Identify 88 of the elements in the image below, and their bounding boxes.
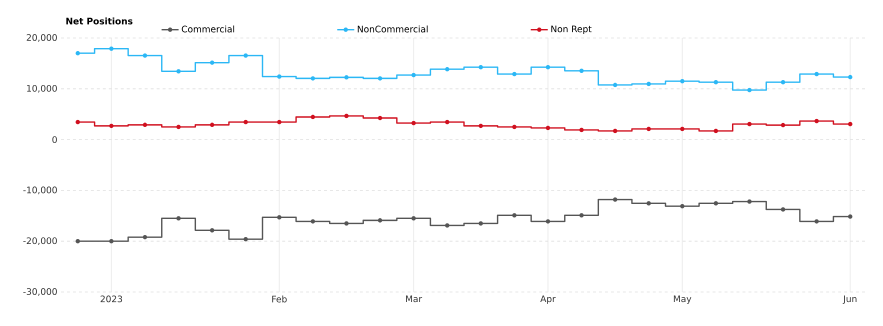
x-tick-label: Feb	[272, 296, 287, 302]
point	[646, 82, 651, 86]
point	[646, 126, 651, 132]
legend-title: Net Positions	[66, 18, 132, 24]
point	[848, 122, 852, 126]
point	[546, 219, 550, 224]
point	[76, 51, 80, 56]
point	[714, 201, 718, 206]
point	[445, 67, 450, 72]
point	[277, 120, 282, 124]
point	[378, 116, 382, 120]
point	[109, 46, 114, 51]
point	[848, 214, 852, 219]
point	[142, 122, 148, 128]
y-tick-label: 20,000	[26, 34, 57, 42]
point	[747, 88, 752, 92]
point	[244, 236, 248, 242]
point	[76, 120, 80, 124]
point	[176, 69, 181, 74]
point	[344, 75, 349, 80]
point	[512, 124, 517, 130]
point	[411, 120, 416, 126]
x-tick-label: 2023	[100, 296, 122, 302]
point	[378, 218, 382, 223]
point	[411, 72, 416, 78]
x-tick-label: Mar	[406, 296, 422, 302]
point	[680, 126, 684, 132]
point	[142, 53, 148, 58]
point	[176, 216, 181, 221]
point	[512, 72, 517, 76]
y-tick-label: -30,000	[23, 288, 57, 296]
point	[646, 201, 651, 206]
point	[277, 215, 282, 220]
point	[814, 118, 819, 124]
point	[579, 213, 584, 218]
point	[612, 82, 618, 88]
x-tick-label: Jun	[842, 296, 856, 304]
point	[445, 120, 450, 124]
point	[747, 122, 752, 126]
point	[714, 80, 718, 84]
point	[579, 68, 584, 73]
point	[210, 228, 214, 232]
x-tick-label: Apr	[540, 296, 556, 304]
point	[848, 74, 852, 80]
point	[244, 53, 248, 58]
y-tick-label: 0	[52, 136, 57, 143]
point	[244, 120, 248, 124]
x-tick-label: May	[674, 296, 692, 304]
y-tick-label: -10,000	[23, 186, 57, 194]
point	[109, 124, 114, 128]
point	[210, 60, 214, 65]
point	[411, 216, 416, 221]
point	[277, 74, 282, 79]
point	[210, 122, 214, 128]
legend-label: Non Rept	[551, 26, 592, 34]
point	[478, 124, 483, 128]
point	[176, 124, 181, 130]
point	[780, 80, 786, 84]
point	[747, 199, 752, 204]
point	[142, 234, 148, 240]
point	[512, 213, 517, 218]
point	[579, 128, 584, 132]
point	[714, 128, 718, 134]
point	[344, 221, 349, 226]
point	[310, 219, 316, 224]
point	[378, 76, 382, 81]
y-tick-label: 10,000	[27, 84, 57, 93]
point	[310, 76, 316, 81]
point	[780, 207, 786, 212]
y-tick-label: -20,000	[23, 237, 57, 246]
point	[546, 65, 550, 70]
point	[546, 126, 550, 130]
point	[76, 239, 80, 244]
point	[478, 65, 483, 70]
point	[780, 122, 786, 128]
legend-label: Commercial	[182, 26, 234, 32]
point	[445, 223, 450, 228]
point	[310, 114, 316, 120]
point	[478, 221, 483, 226]
point	[814, 219, 819, 224]
point	[344, 114, 349, 118]
point	[109, 239, 114, 244]
point	[612, 128, 618, 134]
legend-label: NonCommercial	[358, 26, 428, 32]
point	[680, 204, 684, 208]
point	[814, 72, 819, 76]
point	[612, 197, 618, 202]
point	[680, 78, 684, 84]
